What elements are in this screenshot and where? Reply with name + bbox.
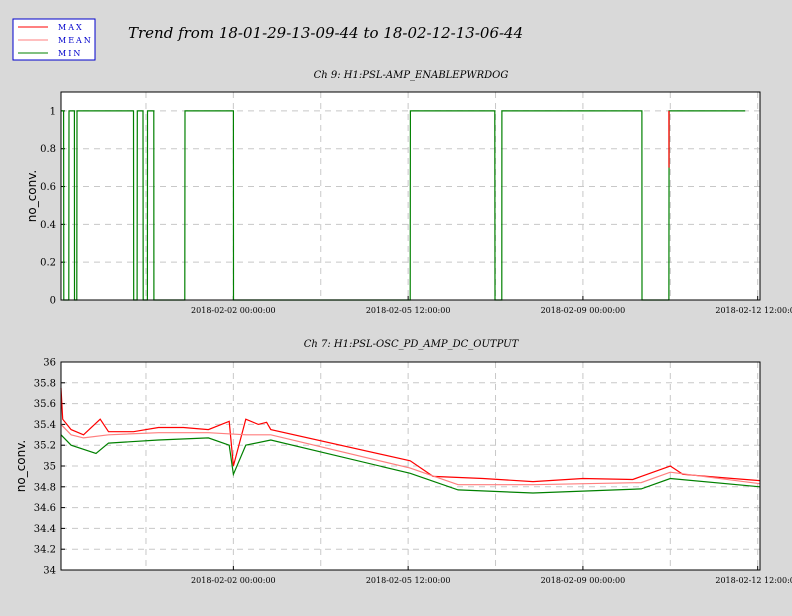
y-tick-label: 35.6	[34, 399, 56, 410]
y-tick-label: 1	[50, 106, 56, 117]
y-tick-label: 35.2	[34, 441, 56, 452]
chart-2-plot: 34 34.2 34.4 34.6 34.8 35 35.2 35.4 35.6 35.8 36 20…	[34, 358, 792, 586]
y-tick-label: 36	[43, 358, 56, 369]
y-tick-label: 34.8	[34, 482, 56, 493]
x-tick-label: 2018-02-12 12:00:00	[715, 306, 792, 315]
x-tick-label: 2018-02-02 00:00:00	[191, 306, 276, 315]
chart-1-plot: 0 0.2 0.4 0.6 0.8 1 2018-02-02 00:00:00 2018-02…	[40, 92, 792, 315]
legend-label-min: MIN	[58, 49, 82, 58]
page-title: Trend from 18-01-29-13-09-44 to 18-02-12…	[128, 24, 523, 42]
legend-label-mean: MEAN	[58, 36, 93, 45]
y-tick-label: 34.6	[34, 503, 56, 514]
y-tick-label: 0.4	[40, 220, 56, 231]
y-tick-label: 35.8	[34, 378, 56, 389]
x-tick-label: 2018-02-05 12:00:00	[366, 576, 451, 585]
y-tick-label: 34.2	[34, 545, 56, 556]
y-tick-label: 34.4	[34, 524, 56, 535]
chart-1-ylabel: no_conv.	[25, 170, 39, 222]
x-tick-label: 2018-02-09 00:00:00	[541, 306, 626, 315]
x-tick-label: 2018-02-12 12:00:00	[715, 576, 792, 585]
y-tick-label: 0.8	[40, 144, 56, 155]
legend-label-max: MAX	[58, 23, 84, 32]
y-tick-label: 0	[50, 296, 56, 307]
x-tick-label: 2018-02-02 00:00:00	[191, 576, 276, 585]
y-tick-label: 35	[43, 462, 56, 473]
x-tick-label: 2018-02-09 00:00:00	[541, 576, 626, 585]
chart-2-ylabel: no_conv.	[14, 440, 28, 492]
y-tick-label: 34	[43, 566, 56, 577]
legend: MAX MEAN MIN	[13, 19, 95, 60]
x-tick-label: 2018-02-05 12:00:00	[366, 306, 451, 315]
y-tick-label: 0.6	[40, 182, 56, 193]
chart-2-title: Ch 7: H1:PSL-OSC_PD_AMP_DC_OUTPUT	[304, 339, 520, 350]
y-tick-label: 35.4	[34, 420, 56, 431]
chart-1-title: Ch 9: H1:PSL-AMP_ENABLEPWRDOG	[314, 70, 509, 81]
y-tick-label: 0.2	[40, 258, 56, 269]
